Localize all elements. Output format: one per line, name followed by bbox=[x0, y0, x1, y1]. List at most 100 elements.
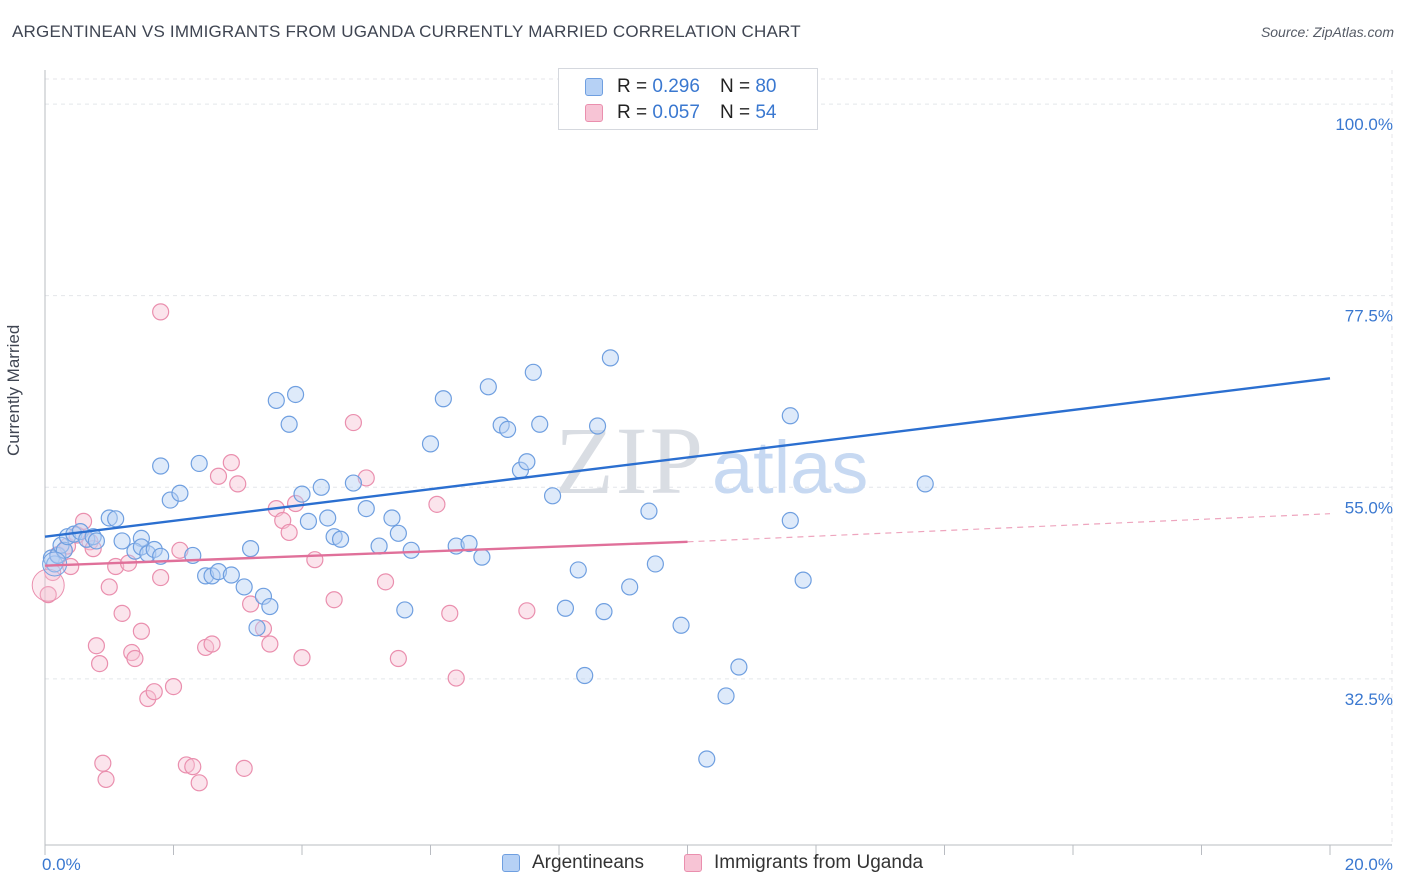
watermark-zip: ZIP bbox=[555, 407, 705, 514]
argentinean-point bbox=[646, 555, 664, 573]
legend-swatch-pink bbox=[585, 104, 603, 122]
uganda-point bbox=[447, 669, 465, 687]
uganda-point bbox=[190, 774, 208, 792]
argentinean-point bbox=[794, 571, 812, 589]
argentinean-point bbox=[421, 435, 440, 453]
series-legend: Argentineans Immigrants from Uganda bbox=[0, 852, 1406, 878]
legend-n-label: N = bbox=[719, 102, 751, 123]
y-axis-label: Currently Married bbox=[4, 324, 23, 456]
legend-row-uganda: R = 0.057 N = 54 bbox=[585, 101, 776, 125]
argentinean-point bbox=[383, 509, 401, 527]
argentinean-point bbox=[87, 532, 106, 550]
uganda-point bbox=[74, 512, 93, 530]
argentinean-point bbox=[389, 524, 407, 542]
argentinean-point bbox=[280, 415, 298, 433]
uganda-point bbox=[280, 523, 298, 542]
uganda-point bbox=[113, 604, 131, 622]
series-label-argentineans: Argentineans bbox=[532, 852, 644, 873]
uganda-points bbox=[31, 303, 536, 792]
argentinean-point bbox=[402, 541, 420, 559]
argentinean-point bbox=[286, 385, 305, 404]
argentinean-point bbox=[781, 511, 799, 530]
uganda-point bbox=[518, 602, 536, 620]
uganda-point bbox=[229, 475, 247, 493]
legend-r-label: R = bbox=[617, 102, 648, 123]
uganda-point bbox=[139, 689, 157, 708]
argentinean-point bbox=[357, 499, 375, 518]
uganda-point bbox=[203, 635, 221, 653]
legend-swatch-blue bbox=[585, 78, 603, 96]
argentinean-point bbox=[100, 509, 118, 527]
argentinean-point bbox=[113, 532, 131, 550]
legend-n-label: N = bbox=[719, 76, 751, 97]
argentinean-point bbox=[556, 599, 575, 617]
argentinean-point bbox=[344, 474, 362, 492]
argentinean-point bbox=[531, 415, 549, 433]
uganda-point bbox=[376, 573, 395, 591]
argentinean-point bbox=[267, 391, 285, 410]
uganda-point bbox=[306, 551, 324, 569]
argentinean-point bbox=[434, 390, 452, 408]
y-tick-label: 100.0% bbox=[1335, 115, 1393, 134]
argentinean-point bbox=[601, 349, 620, 367]
argentinean-point bbox=[730, 658, 748, 676]
argentinean-point bbox=[781, 407, 799, 425]
argentinean-point bbox=[242, 540, 260, 558]
series-legend-argentineans[interactable]: Argentineans bbox=[502, 852, 644, 874]
uganda-point bbox=[152, 303, 170, 321]
uganda-point bbox=[389, 649, 407, 668]
uganda-point bbox=[87, 637, 106, 655]
argentinean-point bbox=[261, 597, 279, 616]
y-tick-label: 55.0% bbox=[1345, 498, 1393, 517]
argentinean-point bbox=[396, 601, 414, 619]
trend-lines bbox=[44, 377, 1331, 567]
argentinean-point bbox=[576, 666, 594, 685]
uganda-point bbox=[235, 759, 253, 777]
legend-r-value: 0.296 bbox=[652, 76, 700, 97]
argentinean-point bbox=[698, 750, 716, 768]
argentinean-point bbox=[370, 537, 388, 555]
correlation-legend: R = 0.296 N = 80 R = 0.057 N = 54 bbox=[558, 68, 818, 130]
legend-n-value: 80 bbox=[755, 76, 777, 97]
uganda-point bbox=[261, 635, 279, 653]
argentinean-point bbox=[197, 567, 215, 585]
argentinean-point bbox=[55, 541, 73, 559]
uganda-point bbox=[325, 591, 343, 609]
argentinean-point bbox=[248, 619, 266, 637]
argentinean-point bbox=[524, 363, 542, 381]
argentinean-point bbox=[222, 566, 240, 584]
series-legend-uganda[interactable]: Immigrants from Uganda bbox=[684, 852, 923, 874]
argentinean-point bbox=[672, 616, 690, 634]
uganda-trend-line bbox=[44, 540, 688, 567]
tick-labels: 100.0% 77.5% 55.0% 32.5% 0.0% 20.0% bbox=[42, 115, 1393, 874]
uganda-point bbox=[177, 756, 195, 774]
uganda-point bbox=[100, 578, 118, 596]
argentinean-point bbox=[543, 487, 562, 505]
axes-layer bbox=[44, 70, 1392, 855]
legend-r-value: 0.057 bbox=[652, 102, 700, 123]
series-label-uganda: Immigrants from Uganda bbox=[714, 852, 924, 873]
watermark-atlas: atlas bbox=[712, 426, 868, 509]
argentinean-point bbox=[52, 536, 70, 554]
argentinean-point bbox=[916, 475, 934, 493]
argentinean-point bbox=[145, 540, 163, 559]
argentinean-trend-line bbox=[44, 377, 1331, 538]
x-tick-label: 20.0% bbox=[1345, 855, 1393, 874]
argentinean-point bbox=[569, 561, 587, 579]
series-swatch-blue bbox=[502, 854, 520, 872]
uganda-point bbox=[357, 469, 375, 487]
uganda-point bbox=[164, 677, 183, 696]
argentinean-point bbox=[473, 548, 491, 566]
uganda-point bbox=[39, 586, 57, 604]
uganda-point bbox=[344, 413, 362, 432]
argentinean-point bbox=[161, 491, 179, 509]
argentinean-point bbox=[518, 453, 536, 471]
uganda-point bbox=[441, 604, 459, 622]
legend-row-argentineans: R = 0.296 N = 80 bbox=[585, 75, 776, 99]
argentinean-point bbox=[209, 563, 228, 581]
uganda-trend-extension bbox=[687, 513, 1331, 543]
uganda-point bbox=[254, 620, 273, 638]
y-tick-label: 77.5% bbox=[1345, 307, 1393, 326]
y-tick-label: 32.5% bbox=[1345, 690, 1393, 709]
